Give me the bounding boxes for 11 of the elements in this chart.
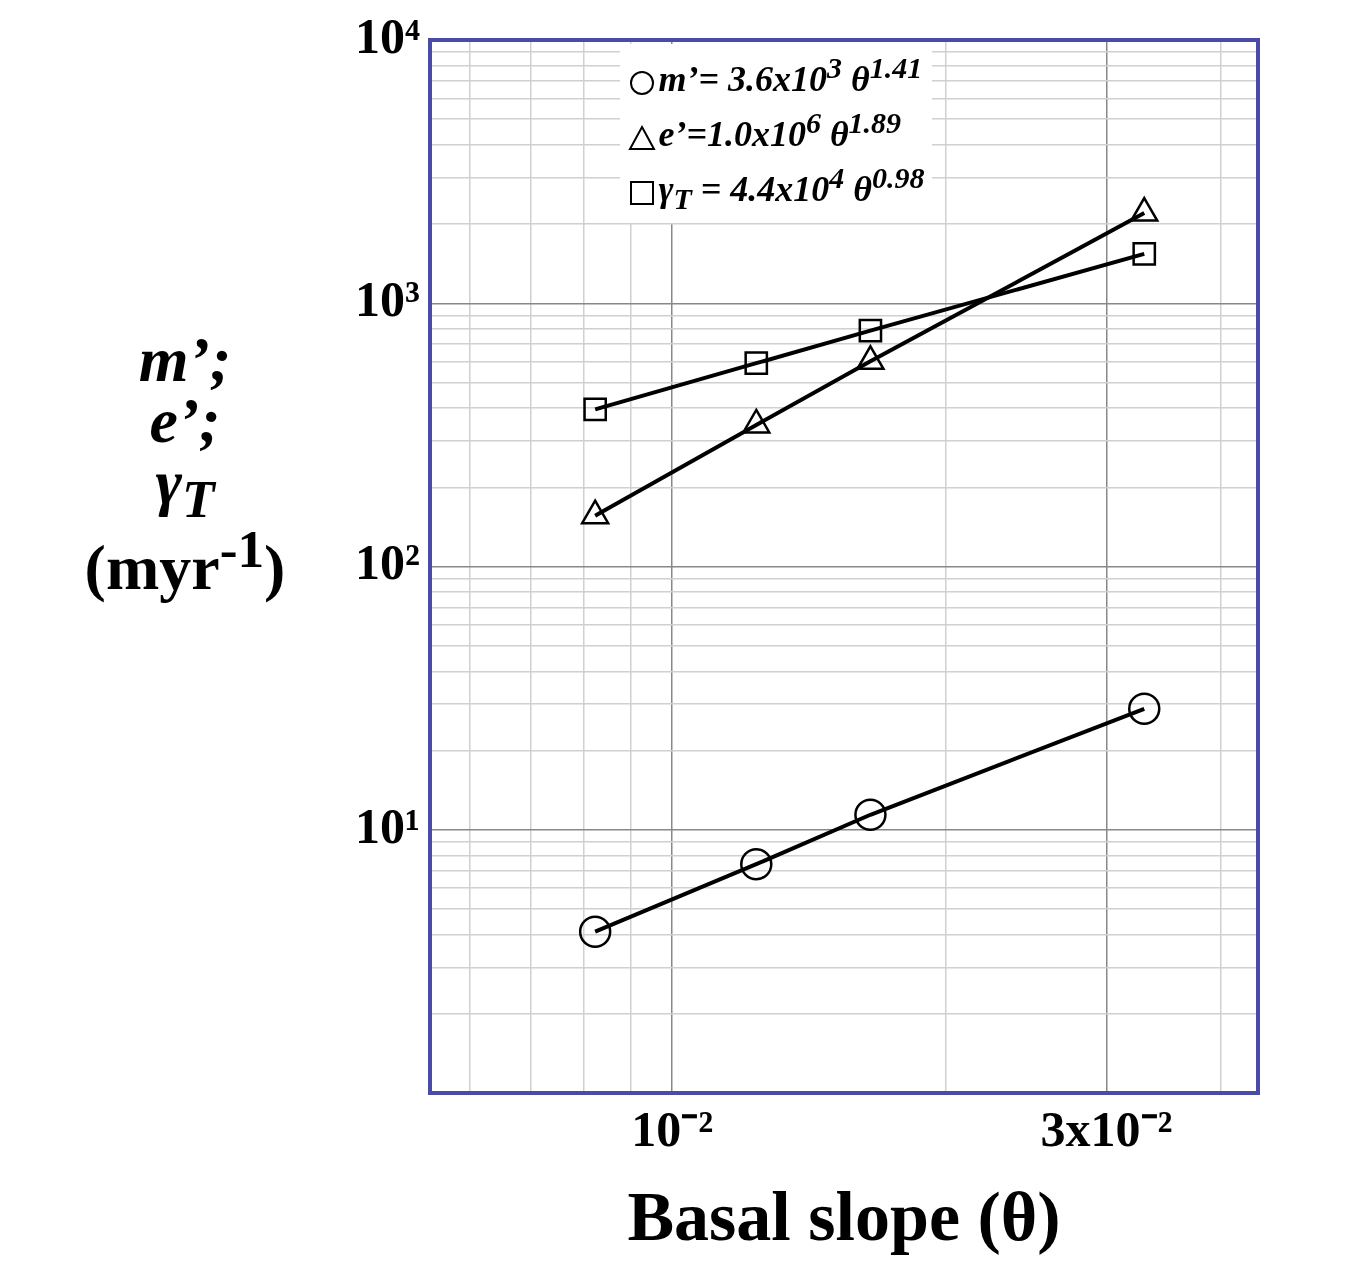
legend-label: m’= 3.6x10$^{3}$ θ$^{1.41}$	[657, 50, 924, 101]
x-axis-title: Basal slope (θ)	[627, 1178, 1061, 1256]
x-tick-label: 3x10⁻²	[1040, 1100, 1173, 1157]
legend-label: γ$_{T}$ = 4.4x10$^{4}$ θ$^{0.98}$	[657, 160, 925, 218]
y-tick-label: 10⁴	[355, 7, 420, 64]
y-tick-label: 10³	[355, 271, 420, 328]
legend-label: e’=1.0x10$^{6}$ θ$^{1.89}$	[657, 105, 903, 156]
y-axis-title: m’; e’; γ$_{T}$ (myr$^{-1}$)	[83, 324, 287, 604]
y-tick-label: 10²	[355, 534, 420, 591]
x-tick-label: 10⁻²	[631, 1100, 714, 1157]
y-tick-label: 10¹	[355, 797, 420, 854]
